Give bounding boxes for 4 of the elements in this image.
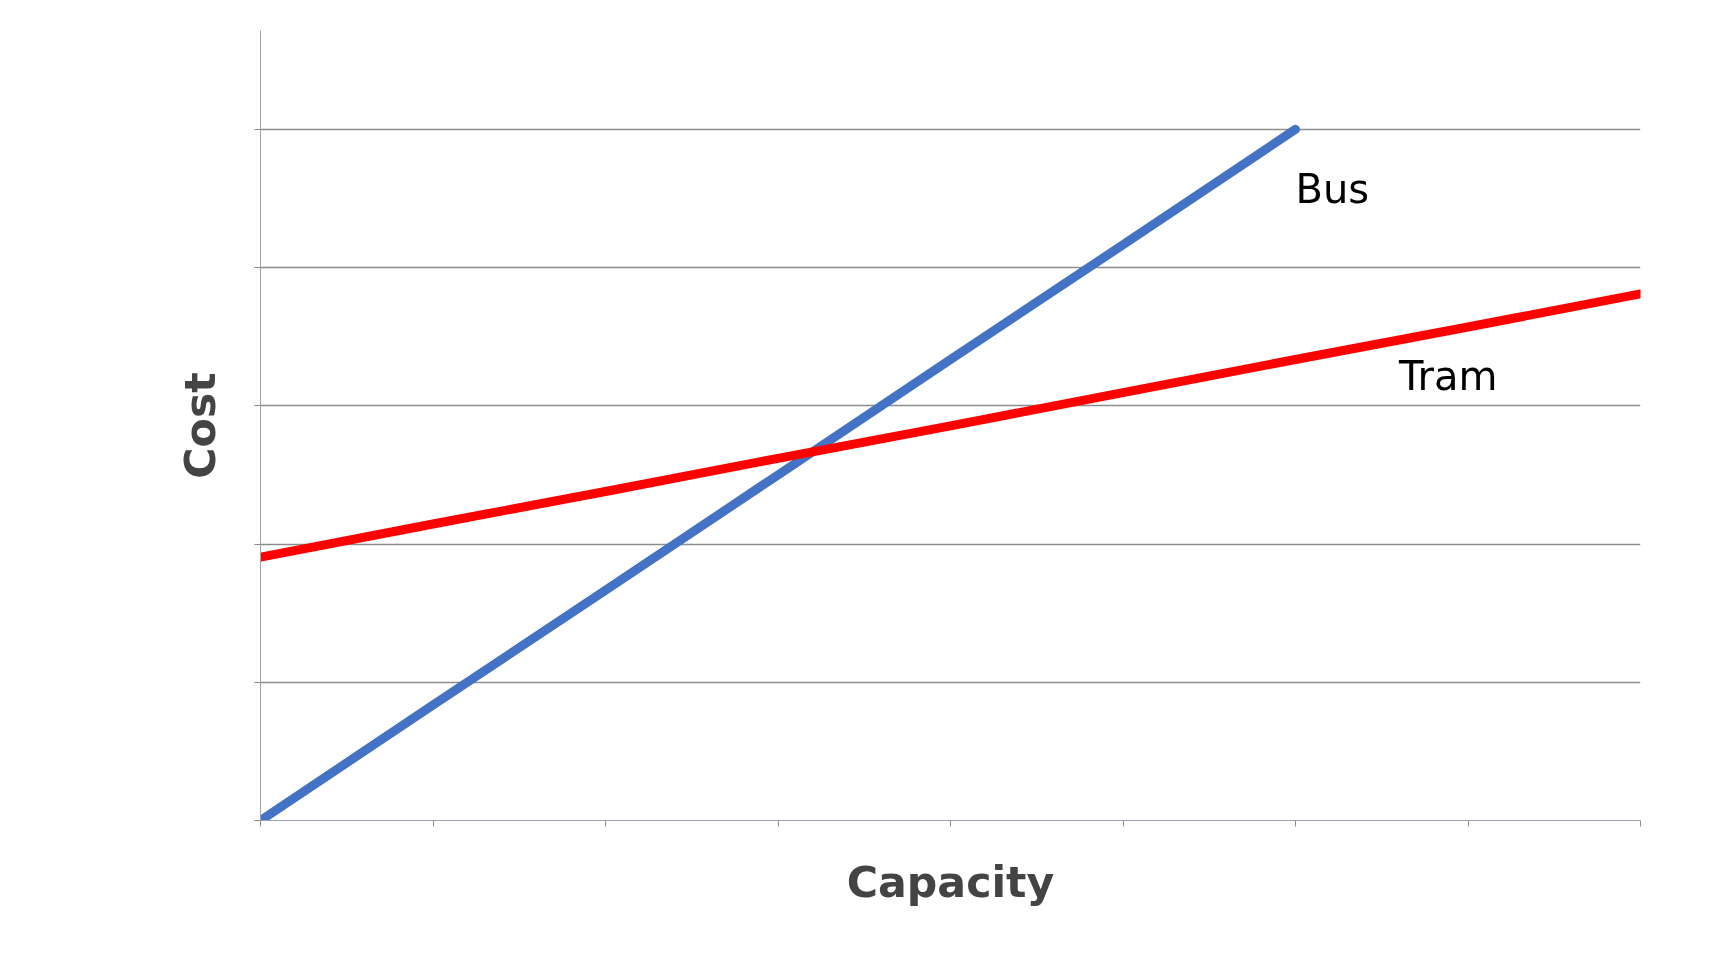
y-axis-title: Cost — [174, 372, 225, 479]
x-axis-title: Capacity — [846, 856, 1055, 907]
series-label: Tram — [1398, 353, 1498, 400]
series-label: Bus — [1295, 166, 1370, 213]
